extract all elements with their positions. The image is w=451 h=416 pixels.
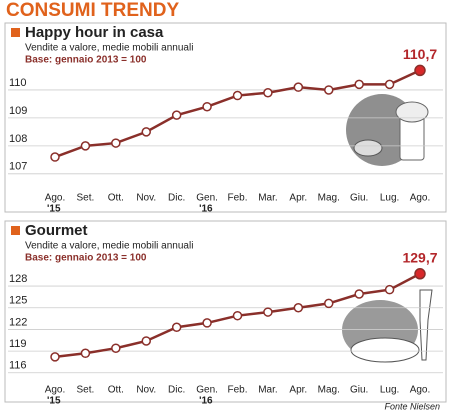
x-tick-label: Giu. <box>350 385 368 396</box>
x-tick-sublabel: '15 <box>47 204 61 215</box>
point <box>111 138 121 148</box>
title-marker <box>11 28 20 37</box>
x-tick-label: Gen. <box>196 193 218 204</box>
y-tick-label: 122 <box>9 316 27 328</box>
y-tick-label: 107 <box>9 161 27 173</box>
point <box>111 343 121 353</box>
value-label: 129,7 <box>402 249 437 265</box>
x-tick-label: Gen. <box>196 385 218 396</box>
point <box>324 298 334 309</box>
chart-title: Happy hour in casa <box>25 24 164 41</box>
point <box>202 101 212 112</box>
point <box>202 318 212 328</box>
x-tick-label: Feb. <box>227 385 247 396</box>
x-tick-label: Ago. <box>45 385 66 396</box>
x-tick-label: Dic. <box>168 385 185 396</box>
point <box>263 307 273 317</box>
point <box>80 348 91 359</box>
x-tick-label: Lug. <box>380 385 399 396</box>
point <box>171 322 182 333</box>
x-tick-label: Ago. <box>45 193 66 204</box>
icon-beer <box>346 94 429 166</box>
x-tick-label: Mar. <box>258 193 277 204</box>
x-tick-label: Nov. <box>136 385 156 396</box>
chart-note: Base: gennaio 2013 = 100 <box>25 253 147 264</box>
x-tick-label: Mag. <box>318 193 340 204</box>
x-tick-label: Giu. <box>350 193 368 204</box>
x-tick-sublabel: '15 <box>47 396 61 407</box>
y-tick-label: 110 <box>9 77 27 89</box>
point <box>232 90 243 101</box>
value-label: 110,7 <box>403 46 437 62</box>
x-tick-label: Nov. <box>136 193 156 204</box>
x-tick-label: Ott. <box>108 385 124 396</box>
x-tick-label: Lug. <box>380 193 399 204</box>
x-tick-sublabel: '16 <box>199 396 213 407</box>
x-tick-label: Mar. <box>258 385 277 396</box>
y-tick-label: 119 <box>9 338 27 350</box>
point <box>414 268 426 280</box>
x-tick-label: Set. <box>77 385 95 396</box>
x-tick-label: Mag. <box>318 385 340 396</box>
point <box>80 141 91 151</box>
point <box>324 85 334 95</box>
point <box>232 310 243 321</box>
x-tick-label: Apr. <box>289 385 307 396</box>
point <box>263 88 273 98</box>
chart-title: Gourmet <box>25 222 88 239</box>
point <box>50 352 60 362</box>
point <box>354 79 364 90</box>
x-tick-label: Ago. <box>410 385 431 396</box>
point <box>354 289 364 299</box>
x-tick-label: Ago. <box>410 193 431 204</box>
x-tick-sublabel: '16 <box>199 204 213 215</box>
y-tick-label: 116 <box>9 360 27 372</box>
point <box>293 82 304 92</box>
x-tick-label: Apr. <box>289 193 307 204</box>
point <box>141 127 151 137</box>
point <box>50 152 60 162</box>
point <box>171 110 182 120</box>
x-tick-label: Set. <box>77 193 95 204</box>
title-marker <box>11 226 20 235</box>
point <box>293 302 304 313</box>
x-tick-label: Ott. <box>108 193 124 204</box>
chart-subtitle: Vendite a valore, medie mobili annuali <box>25 241 193 252</box>
source: Fonte Nielsen <box>384 401 440 411</box>
icon-gourmet <box>342 289 433 363</box>
x-tick-label: Feb. <box>227 193 247 204</box>
x-tick-label: Dic. <box>168 193 185 204</box>
chart-note: Base: gennaio 2013 = 100 <box>25 55 147 66</box>
y-tick-label: 128 <box>9 273 27 285</box>
point <box>141 336 151 346</box>
y-tick-label: 109 <box>9 105 27 117</box>
y-tick-label: 125 <box>9 295 27 307</box>
page-title: CONSUMI TRENDY <box>6 0 179 21</box>
point <box>414 64 426 77</box>
y-tick-label: 108 <box>9 133 27 145</box>
point <box>384 79 395 90</box>
chart-subtitle: Vendite a valore, medie mobili annuali <box>25 43 193 54</box>
point <box>384 284 395 295</box>
